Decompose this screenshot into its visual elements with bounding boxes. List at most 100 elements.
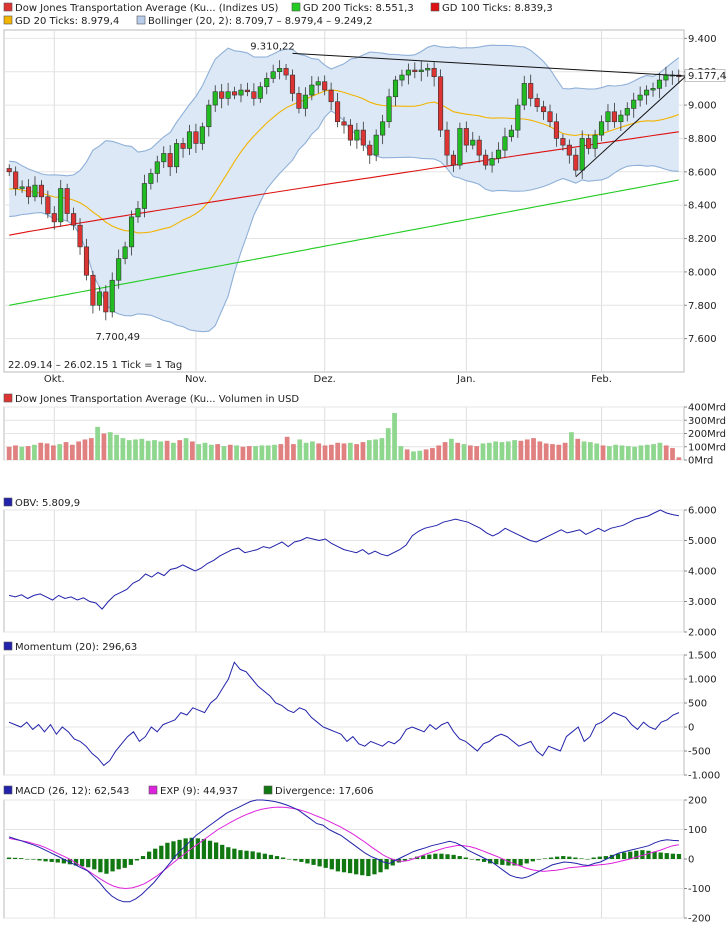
divergence-bar (646, 850, 651, 859)
candle-body (611, 111, 617, 123)
candle-body (521, 83, 527, 106)
candle-body (457, 128, 463, 166)
candle-body (90, 274, 96, 306)
divergence-bar (171, 841, 176, 859)
volume-bar (594, 443, 600, 460)
candle-body (122, 246, 128, 259)
volume-bar (240, 446, 246, 460)
candle-body (405, 69, 411, 76)
divergence-bar (622, 852, 627, 859)
divergence-bar (524, 859, 529, 864)
legend-macd: MACD (26, 12): 62,543 (15, 786, 129, 797)
volume-bar (398, 446, 404, 460)
gd200-line (9, 179, 679, 306)
divergence-bar (670, 853, 675, 859)
y-tick-label-vol: 0Mrd (688, 456, 713, 467)
divergence-bar (640, 850, 645, 859)
divergence-bar (79, 859, 85, 867)
last-price-label: 9.177,4 (688, 71, 726, 82)
volume-bar (619, 445, 625, 460)
candle-body (341, 121, 347, 126)
candle-body (463, 128, 469, 146)
volume-bar (575, 438, 581, 460)
divergence-bar (360, 859, 365, 876)
volume-bar (436, 445, 442, 460)
candle-body (219, 91, 225, 99)
divergence-bar (555, 856, 560, 859)
candle-body (6, 168, 12, 173)
candle-body (566, 144, 572, 156)
candle-body (367, 144, 373, 156)
volume-bar (63, 442, 69, 460)
volume-bar (543, 443, 549, 460)
divergence-bar (250, 851, 255, 859)
volume-bar (6, 446, 12, 460)
candle-body (392, 79, 399, 98)
legend-swatch-volume (3, 393, 13, 403)
volume-bar (486, 442, 492, 460)
divergence-bar (427, 854, 432, 859)
candle-body (431, 68, 437, 78)
volume-bar (221, 446, 227, 460)
candle-body (354, 129, 360, 141)
divergence-bar (354, 859, 359, 875)
volume-bar (57, 444, 63, 460)
candle-body (38, 184, 44, 198)
legend-swatch-main (3, 2, 13, 12)
volume-bar (126, 440, 132, 460)
divergence-bar (463, 857, 468, 859)
high-label: 9.310,22 (250, 41, 295, 52)
candle-body (103, 291, 109, 313)
y-tick-label-momentum: 0 (688, 723, 694, 734)
volume-bar (51, 445, 56, 460)
volume-bar (114, 434, 119, 460)
divergence-bar (61, 859, 66, 864)
candle-body (438, 76, 444, 131)
divergence-bar (329, 859, 334, 870)
legend-main: Dow Jones Transportation Average (Ku... … (15, 3, 279, 14)
divergence-bar (299, 859, 304, 862)
divergence-bar (652, 851, 657, 859)
candle-body (528, 83, 534, 99)
candle-body (32, 184, 38, 198)
candle-body (199, 126, 205, 144)
volume-bar (177, 440, 183, 460)
volume-bar (32, 444, 37, 460)
y-tick-label-main: 7.800 (688, 301, 717, 312)
x-tick-label: Okt. (44, 374, 65, 385)
volume-bar (171, 442, 176, 460)
volume-bar (234, 445, 239, 460)
volume-bar (265, 445, 271, 460)
divergence-bar (433, 853, 438, 859)
y-tick-label-main: 8.800 (688, 134, 717, 145)
candle-body (495, 149, 502, 159)
candle-body (128, 216, 135, 248)
volume-bar (366, 440, 372, 460)
low-label: 7.700,49 (96, 332, 141, 343)
divergence-bar (609, 854, 615, 859)
volume-bar (297, 439, 303, 460)
volume-bar (291, 444, 296, 460)
y-tick-label-obv: 2.000 (688, 628, 717, 639)
volume-bar (145, 440, 151, 460)
volume-bar (600, 445, 606, 460)
macd-line (8, 799, 680, 903)
volume-bar (190, 441, 195, 460)
candle-body (515, 104, 521, 131)
legend-divergence: Divergence: 17,606 (275, 786, 374, 797)
divergence-bar (457, 856, 462, 859)
volume-bar (430, 448, 435, 460)
candle-body (618, 114, 624, 123)
volume-bar (638, 445, 644, 460)
volume-bar (335, 442, 341, 460)
divergence-bar (579, 858, 584, 859)
divergence-bar (31, 859, 36, 860)
volume-bar (76, 441, 82, 460)
divergence-bar (500, 859, 505, 865)
divergence-bar (451, 854, 456, 859)
candle-body (541, 106, 547, 113)
divergence-bar (475, 859, 481, 861)
divergence-bar (530, 859, 535, 862)
exp-line (9, 806, 679, 890)
divergence-bar (165, 842, 170, 859)
